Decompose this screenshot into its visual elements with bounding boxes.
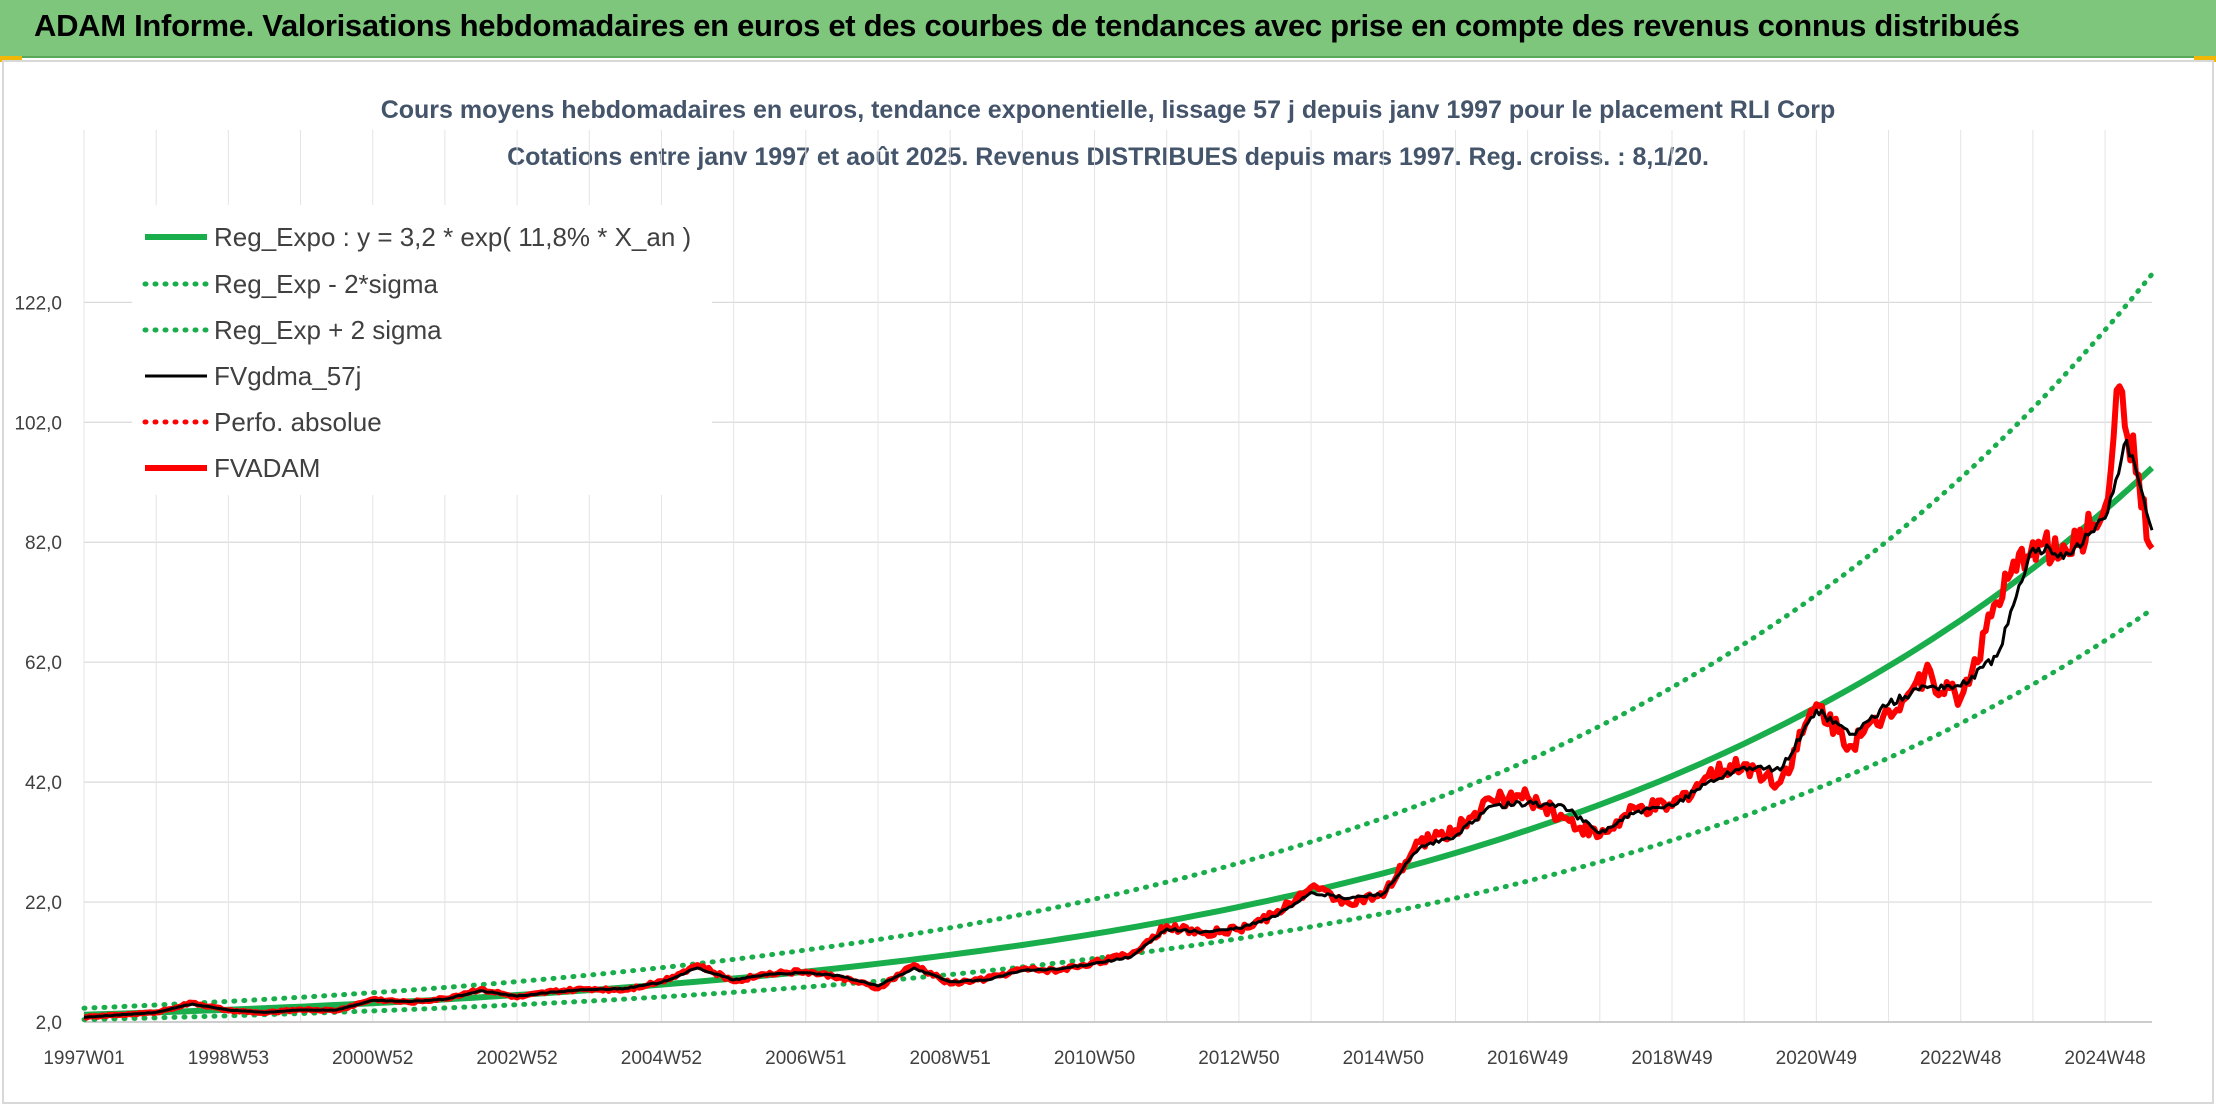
y-tick-label: 122,0 <box>14 293 62 314</box>
x-tick-label: 1997W01 <box>43 1048 124 1069</box>
y-tick-label: 102,0 <box>14 413 62 434</box>
x-tick-label: 2012W50 <box>1198 1048 1279 1069</box>
x-tick-label: 2018W49 <box>1631 1048 1712 1069</box>
header-bar: ADAM Informe. Valorisations hebdomadaire… <box>0 0 2216 58</box>
page-title: ADAM Informe. Valorisations hebdomadaire… <box>34 8 2020 43</box>
x-tick-label: 2020W49 <box>1776 1048 1857 1069</box>
y-tick-label: 62,0 <box>25 653 62 674</box>
x-tick-label: 2016W49 <box>1487 1048 1568 1069</box>
series-fvgdma <box>83 438 2154 1019</box>
x-tick-label: 2006W51 <box>765 1048 846 1069</box>
y-axis-ticks: 2,0 22,0 42,0 62,0 82,0 102,0 122,0 <box>14 293 62 1034</box>
x-tick-label: 2004W52 <box>621 1048 702 1069</box>
series-reg-minus <box>81 606 2155 1023</box>
legend-background <box>132 205 712 495</box>
x-tick-label: 2008W51 <box>910 1048 991 1069</box>
y-tick-label: 42,0 <box>25 773 62 794</box>
x-tick-label: 2024W48 <box>2064 1048 2145 1069</box>
x-tick-label: 2000W52 <box>332 1048 413 1069</box>
y-tick-label: 22,0 <box>25 893 62 914</box>
legend-label-fvgdma: FVgdma_57j <box>214 361 361 391</box>
legend-label-perfo: Perfo. absolue <box>214 407 382 437</box>
y-tick-label: 2,0 <box>36 1013 62 1034</box>
corner-marker-right <box>2194 56 2216 62</box>
x-tick-label: 1998W53 <box>188 1048 269 1069</box>
legend-label-reg-plus: Reg_Exp + 2 sigma <box>214 315 442 345</box>
legend: Reg_Expo : y = 3,2 * exp( 11,8% * X_an )… <box>132 205 712 495</box>
chart-title: Cours moyens hebdomadaires en euros, ten… <box>381 96 1836 124</box>
x-axis-ticks: 1997W01 1998W53 2000W52 2002W52 2004W52 2006W… <box>43 1048 2145 1069</box>
legend-label-reg-minus: Reg_Exp - 2*sigma <box>214 269 439 299</box>
x-tick-label: 2014W50 <box>1343 1048 1424 1069</box>
plot-area <box>81 271 2155 1023</box>
x-tick-label: 2022W48 <box>1920 1048 2001 1069</box>
x-tick-label: 2002W52 <box>476 1048 557 1069</box>
corner-marker-left <box>0 56 22 62</box>
chart-frame <box>2 60 2214 1104</box>
legend-label-fvadam: FVADAM <box>214 453 320 483</box>
series-reg-plus <box>81 271 2155 1011</box>
y-tick-label: 82,0 <box>25 533 62 554</box>
legend-label-reg-expo: Reg_Expo : y = 3,2 * exp( 11,8% * X_an ) <box>214 222 691 252</box>
chart-subtitle: Cotations entre janv 1997 et août 2025. … <box>507 143 1709 171</box>
x-tick-label: 2010W50 <box>1054 1048 1135 1069</box>
